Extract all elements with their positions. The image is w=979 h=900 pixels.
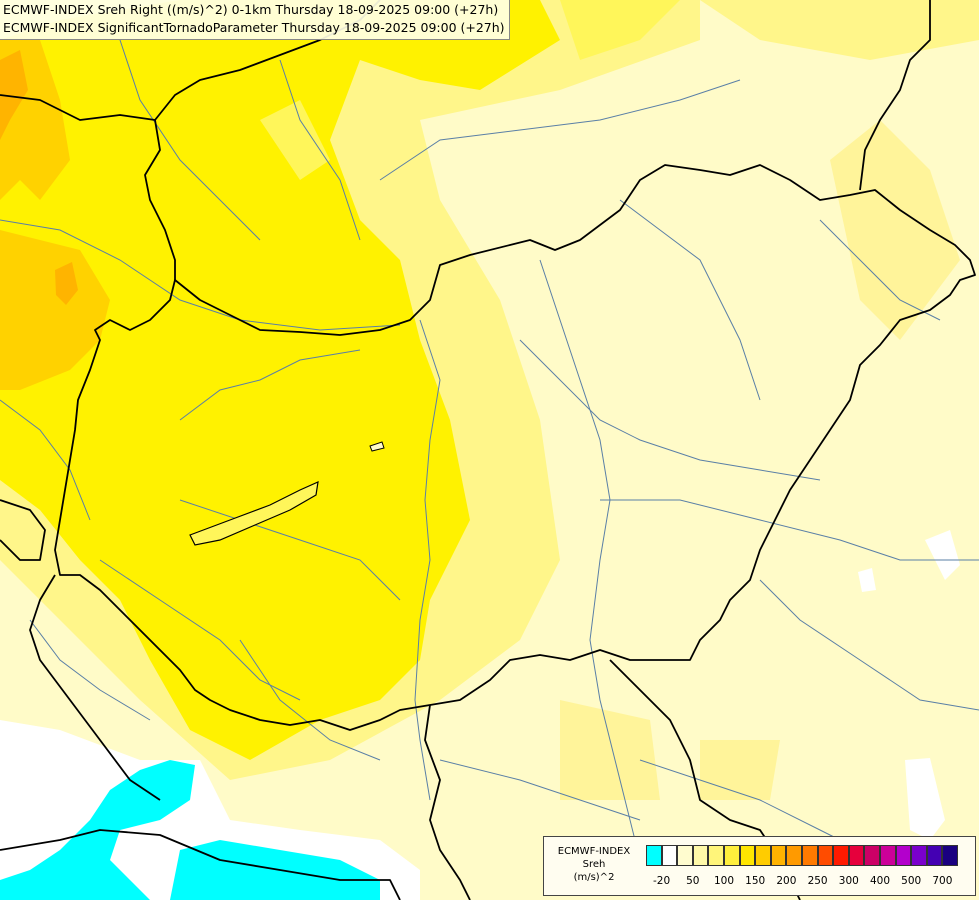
color-legend: ECMWF-INDEX Sreh (m/s)^2 -20 50 100 150 200 2… <box>543 836 976 896</box>
border-croatia <box>29 574 161 801</box>
legend-swatch <box>864 845 880 866</box>
legend-tick-label: 500 <box>901 875 922 887</box>
legend-tick-label: 50 <box>686 875 700 887</box>
legend-tick-label: 300 <box>838 875 859 887</box>
field-orange-core <box>0 50 78 305</box>
legend-swatch <box>801 845 818 866</box>
lake-balaton <box>189 481 319 546</box>
legend-swatch <box>723 845 740 866</box>
legend-swatch <box>911 845 927 866</box>
legend-title-line-1: ECMWF-INDEX <box>557 846 631 857</box>
legend-swatch <box>661 845 678 866</box>
legend-tick-label: -20 <box>653 875 671 887</box>
legend-swatch <box>879 845 896 866</box>
field-cyan-sw <box>0 760 380 900</box>
field-bright-yellow <box>0 0 560 760</box>
legend-tick-label: 200 <box>776 875 797 887</box>
field-bright-yellow-ne <box>260 0 680 180</box>
legend-swatch <box>848 845 865 866</box>
legend-swatch <box>692 845 709 866</box>
legend-color-bar <box>646 845 958 866</box>
legend-swatch <box>786 845 802 866</box>
legend-tick-label: 250 <box>807 875 828 887</box>
title-line-2: ECMWF-INDEX SignificantTornadoParameter … <box>3 20 505 35</box>
legend-tick-label: 100 <box>713 875 735 887</box>
field-orange-yellow <box>0 40 110 390</box>
map-title-box: ECMWF-INDEX Sreh Right ((m/s)^2) 0-1km T… <box>0 0 510 40</box>
border-hungary <box>54 164 976 731</box>
legend-swatch <box>646 845 662 866</box>
title-line-1: ECMWF-INDEX Sreh Right ((m/s)^2) 0-1km T… <box>3 2 499 17</box>
legend-tick-label: 150 <box>745 875 766 887</box>
legend-swatch <box>677 845 693 866</box>
legend-swatch <box>739 845 756 866</box>
border-serbia <box>424 704 471 900</box>
legend-title-line-2: Sreh <box>582 859 606 870</box>
rivers <box>0 39 979 861</box>
legend-swatch <box>942 845 958 866</box>
legend-tick-label: 400 <box>869 875 891 887</box>
border-austria <box>0 499 46 561</box>
legend-title-line-3: (m/s)^2 <box>573 872 615 883</box>
lake-small <box>369 441 385 452</box>
legend-swatch <box>895 845 912 866</box>
legend-swatch <box>755 845 771 866</box>
border-ukraine <box>859 0 931 191</box>
legend-title: ECMWF-INDEX Sreh (m/s)^2 <box>548 845 640 884</box>
legend-swatch <box>708 845 724 866</box>
border-north <box>0 94 176 280</box>
legend-tick-label: 700 <box>932 875 953 887</box>
legend-swatch <box>817 845 834 866</box>
legend-swatch <box>833 845 849 866</box>
field-mid-yellow-east <box>560 120 960 800</box>
legend-swatch <box>770 845 787 866</box>
field-white-e <box>858 530 960 840</box>
legend-swatch <box>926 845 943 866</box>
border-sw <box>0 829 401 900</box>
